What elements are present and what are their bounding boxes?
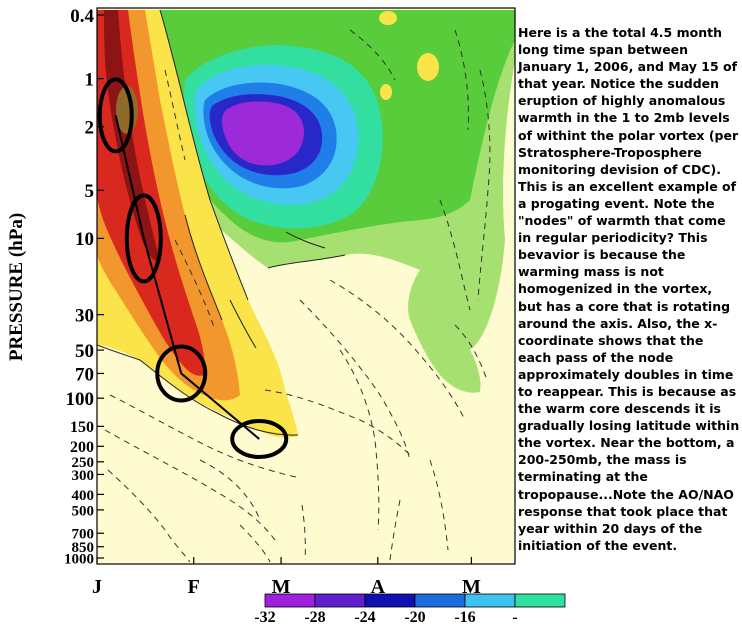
node-circle — [124, 193, 163, 284]
y-tick-label: 200 — [70, 439, 94, 456]
x-tick-label: A — [371, 576, 386, 598]
y-tick-label: 700 — [72, 527, 95, 543]
node-connecting-line — [114, 115, 260, 440]
colorbar-swatch — [464, 593, 516, 608]
y-axis-title: PRESSURE (hPa) — [6, 213, 27, 361]
y-tick-label: 10 — [75, 229, 94, 250]
colorbar-label: -28 — [304, 609, 325, 626]
x-tick-label: M — [462, 576, 481, 598]
y-tick-label: 100 — [66, 389, 95, 410]
colorbar-swatch — [314, 593, 366, 608]
y-tick-label: 300 — [72, 468, 95, 484]
purple-core-region — [222, 101, 304, 166]
colorbar-swatch — [514, 593, 566, 608]
y-tick-label: 850 — [72, 540, 95, 556]
y-tick-label: 1000 — [64, 551, 94, 567]
colorbar-label: - — [512, 609, 517, 626]
node-circle — [230, 418, 289, 459]
yellow-blob — [379, 11, 397, 25]
warm-node-markers — [97, 77, 289, 459]
y-tick-label: 400 — [72, 488, 95, 504]
y-tick-label: 2 — [85, 118, 95, 139]
light-green-lower-region — [408, 270, 481, 393]
annotation-text: Here is a the total 4.5 month long time … — [518, 25, 740, 553]
colorbar-label: -16 — [454, 609, 475, 626]
dashed-contours — [104, 29, 491, 563]
x-tick-label: M — [272, 576, 291, 598]
y-tick-label: 50 — [75, 341, 94, 362]
colorbar-label: -20 — [404, 609, 425, 626]
y-tick-label: 1 — [85, 69, 95, 90]
y-tick-label: 150 — [70, 419, 94, 436]
colorbar-label: -24 — [354, 609, 375, 626]
colorbar-swatch — [264, 593, 316, 608]
y-tick-label: 70 — [75, 364, 94, 385]
colorbar-swatch — [364, 593, 416, 608]
colorbar-label: -32 — [254, 609, 275, 626]
dark-red-core — [104, 10, 160, 262]
colorbar: -32 -28 -24 -20 -16 - — [254, 593, 566, 626]
y-tick-label: 250 — [72, 455, 95, 471]
yellow-blob — [417, 53, 439, 81]
contour-field — [97, 8, 515, 564]
node-circle — [155, 344, 208, 403]
node-circle — [97, 77, 134, 154]
x-tick-label: J — [92, 576, 102, 598]
x-tick-label: F — [188, 576, 200, 598]
y-tick-label: 30 — [75, 305, 94, 326]
y-tick-label: 500 — [72, 503, 95, 519]
yellow-blob — [380, 84, 392, 100]
solid-contours — [97, 9, 346, 436]
plot-frame — [96, 7, 516, 565]
y-tick-label: 5 — [85, 181, 95, 202]
y-tick-label: 0.4 — [70, 6, 94, 27]
colorbar-swatch — [414, 593, 466, 608]
